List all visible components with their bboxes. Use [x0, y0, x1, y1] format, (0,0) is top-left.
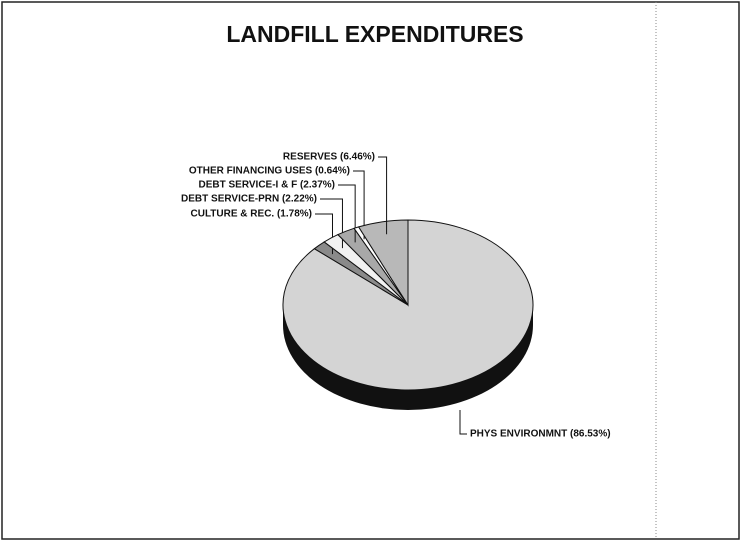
slice-label: RESERVES (6.46%) — [283, 152, 375, 163]
leader-line — [338, 184, 356, 243]
slice-label: CULTURE & REC. (1.78%) — [191, 209, 313, 220]
slice-label: DEBT SERVICE-I & F (2.37%) — [198, 180, 335, 191]
slice-label: OTHER FINANCING USES (0.64%) — [189, 166, 350, 177]
leader-line — [378, 156, 388, 235]
leader-line — [459, 410, 467, 435]
pie-slice — [357, 219, 409, 307]
leader-line — [320, 198, 343, 249]
slice-label: PHYS ENVIRONMNT (86.53%) — [470, 429, 611, 440]
leader-line — [353, 170, 365, 240]
chart-title: LANDFILL EXPENDITURES — [226, 21, 523, 47]
slice-label: DEBT SERVICE-PRN (2.22%) — [181, 194, 317, 205]
